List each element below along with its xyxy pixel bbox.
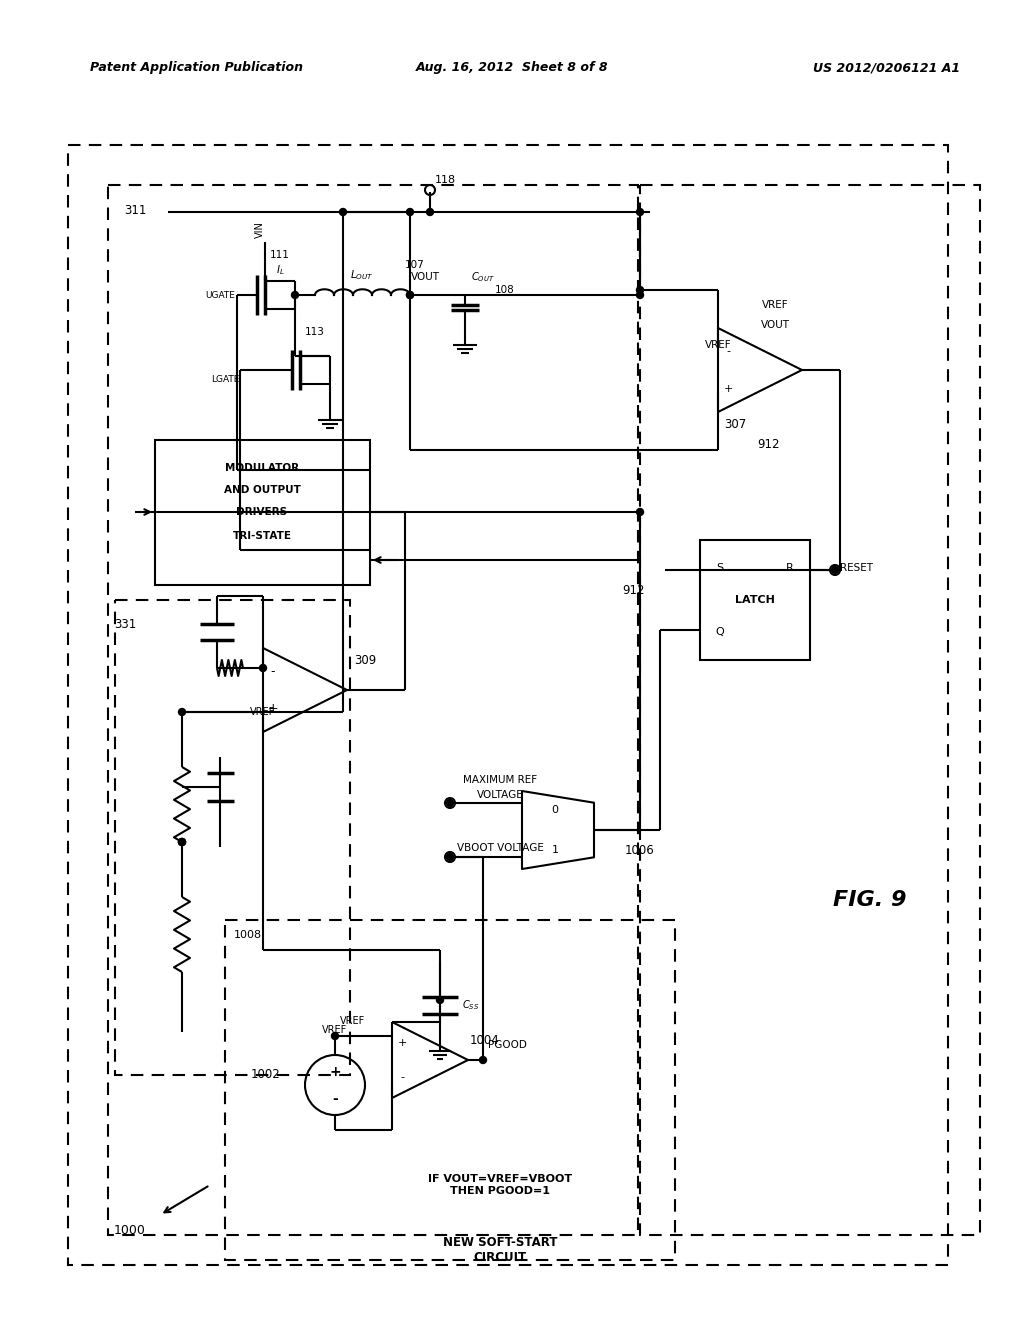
Circle shape <box>446 854 454 861</box>
Circle shape <box>427 209 433 215</box>
Text: US 2012/0206121 A1: US 2012/0206121 A1 <box>813 62 961 74</box>
Text: VOUT: VOUT <box>761 319 790 330</box>
Text: -: - <box>332 1092 338 1106</box>
Circle shape <box>446 800 454 807</box>
Circle shape <box>407 292 414 298</box>
Circle shape <box>178 838 185 846</box>
Text: +: + <box>329 1064 341 1078</box>
Text: DRIVERS: DRIVERS <box>237 507 288 517</box>
Text: +: + <box>723 384 733 393</box>
Text: VREF: VREF <box>340 1016 366 1026</box>
Bar <box>68 145 948 1265</box>
Text: Aug. 16, 2012  Sheet 8 of 8: Aug. 16, 2012 Sheet 8 of 8 <box>416 62 608 74</box>
Bar <box>700 540 810 660</box>
Text: $L_{OUT}$: $L_{OUT}$ <box>350 268 374 282</box>
Text: 0: 0 <box>552 805 558 814</box>
Text: 113: 113 <box>305 327 325 337</box>
Circle shape <box>479 1056 486 1064</box>
Text: TRI-STATE: TRI-STATE <box>232 531 292 541</box>
Text: FIG. 9: FIG. 9 <box>834 890 906 909</box>
Text: LATCH: LATCH <box>735 595 775 605</box>
Text: S: S <box>717 564 724 573</box>
Circle shape <box>178 838 185 846</box>
Text: $C_{SS}$: $C_{SS}$ <box>462 998 479 1012</box>
Text: LGATE: LGATE <box>212 375 240 384</box>
Text: UGATE: UGATE <box>205 290 234 300</box>
Text: VREF: VREF <box>705 341 731 350</box>
Text: MAXIMUM REF: MAXIMUM REF <box>463 775 537 785</box>
Text: 912: 912 <box>758 438 780 451</box>
Bar <box>108 185 638 1236</box>
Circle shape <box>332 1032 339 1040</box>
Text: 1004: 1004 <box>470 1034 500 1047</box>
Circle shape <box>637 286 643 293</box>
Text: 311: 311 <box>124 203 146 216</box>
Text: PGOOD: PGOOD <box>488 1040 527 1049</box>
Text: 912: 912 <box>623 583 645 597</box>
Bar <box>115 601 350 1074</box>
Text: 1: 1 <box>552 845 558 855</box>
Text: $C_{OUT}$: $C_{OUT}$ <box>471 271 495 284</box>
Text: 111: 111 <box>270 249 290 260</box>
Text: 108: 108 <box>496 285 515 294</box>
Text: +: + <box>397 1038 407 1048</box>
Circle shape <box>178 838 185 846</box>
Circle shape <box>831 566 839 573</box>
Circle shape <box>436 997 443 1003</box>
Text: 1008: 1008 <box>233 931 262 940</box>
Text: 331: 331 <box>114 619 136 631</box>
Text: +: + <box>267 702 279 715</box>
Text: AND OUTPUT: AND OUTPUT <box>223 484 300 495</box>
Circle shape <box>407 209 414 215</box>
Text: VREF: VREF <box>762 300 788 310</box>
Bar <box>155 440 370 585</box>
Text: VIN: VIN <box>255 222 265 239</box>
Text: -: - <box>270 664 275 677</box>
Circle shape <box>178 709 185 715</box>
Text: -: - <box>726 346 730 356</box>
Text: 1000: 1000 <box>114 1224 146 1237</box>
Circle shape <box>637 508 643 516</box>
Text: VREF: VREF <box>323 1026 347 1035</box>
Circle shape <box>407 292 414 298</box>
Text: R: R <box>786 564 794 573</box>
Text: 118: 118 <box>434 176 456 185</box>
Circle shape <box>259 664 266 672</box>
Circle shape <box>292 292 299 298</box>
Bar <box>225 920 675 1261</box>
Text: 1002: 1002 <box>250 1068 280 1081</box>
Text: -: - <box>400 1072 404 1082</box>
Text: RESET: RESET <box>840 564 873 573</box>
Circle shape <box>340 209 346 215</box>
Text: VREF: VREF <box>251 708 275 717</box>
Text: 1006: 1006 <box>625 843 655 857</box>
Text: 307: 307 <box>724 418 746 432</box>
Circle shape <box>637 209 643 215</box>
Text: NEW SOFT-START
CIRCUIT: NEW SOFT-START CIRCUIT <box>442 1236 557 1265</box>
Text: Q: Q <box>716 627 724 638</box>
Text: VOLTAGE: VOLTAGE <box>476 789 523 800</box>
Text: 309: 309 <box>354 653 376 667</box>
Text: VOUT: VOUT <box>411 272 439 282</box>
Text: Patent Application Publication: Patent Application Publication <box>90 62 303 74</box>
Text: VBOOT VOLTAGE: VBOOT VOLTAGE <box>457 843 544 853</box>
Text: $I_L$: $I_L$ <box>275 263 285 277</box>
Bar <box>640 185 980 1236</box>
Text: IF VOUT=VREF=VBOOT
THEN PGOOD=1: IF VOUT=VREF=VBOOT THEN PGOOD=1 <box>428 1175 572 1196</box>
Circle shape <box>637 292 643 298</box>
Text: 107: 107 <box>406 260 425 271</box>
Text: MODULATOR: MODULATOR <box>225 463 299 473</box>
